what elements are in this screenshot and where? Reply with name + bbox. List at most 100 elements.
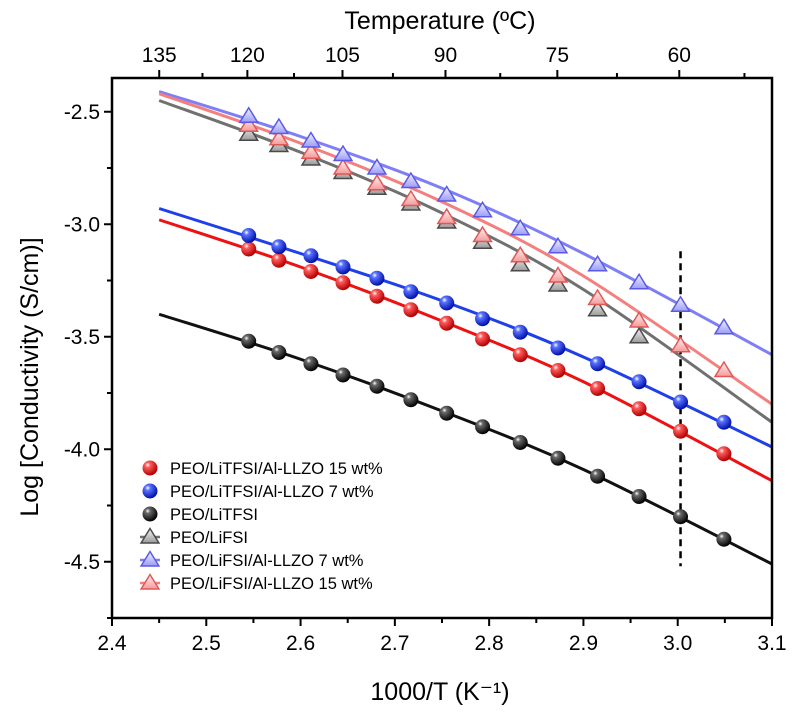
data-point — [587, 288, 608, 306]
data-point — [335, 275, 351, 291]
data-point — [475, 311, 491, 327]
top-tick-label: 120 — [230, 44, 265, 67]
data-point — [550, 363, 566, 378]
data-point — [713, 360, 735, 378]
data-point — [268, 128, 290, 146]
legend-marker — [139, 550, 161, 567]
x-tick-label: 2.8 — [475, 632, 504, 655]
data-point — [300, 142, 322, 159]
top-tick-label: 90 — [434, 44, 457, 67]
y-tick-label: -4.0 — [64, 438, 100, 461]
data-point — [590, 356, 606, 372]
left-y-axis: -2.5 -3.0 -3.5 -4.0 -4.5 — [64, 101, 112, 619]
data-point — [300, 131, 322, 148]
top-temperature-axis: 13512010590756045 — [142, 44, 746, 78]
legend-marker — [139, 527, 161, 544]
x-tick-label: 3.0 — [663, 632, 692, 655]
data-point — [400, 189, 422, 207]
data-point — [271, 345, 287, 360]
data-point — [670, 295, 691, 312]
data-point — [628, 272, 650, 290]
data-point — [550, 340, 566, 356]
data-point — [439, 405, 455, 421]
data-point — [509, 245, 531, 263]
data-point — [590, 468, 606, 484]
data-point — [587, 299, 608, 317]
data-point — [472, 225, 493, 243]
data-point — [631, 489, 647, 504]
data-point — [475, 331, 491, 347]
legend-marker — [142, 506, 158, 522]
data-point — [238, 106, 259, 123]
top-tick-label: 135 — [142, 44, 177, 67]
legend-label: PEO/LiTFSI — [170, 506, 258, 524]
data-point — [512, 435, 528, 450]
data-point — [631, 401, 647, 417]
data-point — [439, 295, 455, 311]
top-axis-title: Temperature (ºC) — [344, 7, 535, 35]
data-point — [550, 450, 566, 466]
data-point — [628, 326, 650, 344]
legend-marker — [139, 573, 161, 590]
data-point — [271, 239, 287, 255]
data-point — [673, 394, 689, 410]
data-point — [303, 248, 319, 264]
data-point — [673, 423, 689, 439]
data-point — [271, 252, 287, 268]
legend-label: PEO/LiTFSI/Al-LLZO 7 wt% — [170, 483, 374, 501]
top-tick-label: 60 — [668, 44, 691, 67]
top-tick-label: 75 — [546, 44, 569, 67]
data-point — [631, 374, 647, 390]
y-tick-label: -4.5 — [64, 551, 100, 574]
y-tick-label: -2.5 — [64, 101, 100, 124]
y-tick-label: -3.0 — [64, 213, 100, 236]
data-point — [335, 367, 351, 383]
data-point — [716, 531, 732, 547]
legend-label: PEO/LiFSI — [170, 529, 248, 547]
data-point — [303, 264, 319, 279]
data-point — [303, 356, 319, 372]
data-point — [673, 509, 689, 525]
data-point — [268, 117, 290, 135]
y-tick-label: -3.5 — [64, 326, 100, 349]
bottom-x-axis: 2.4 2.5 2.6 2.7 2.8 2.9 3.0 3.1 — [97, 618, 787, 655]
legend-marker — [142, 460, 158, 476]
x-tick-label: 3.1 — [757, 632, 786, 655]
fit-line — [158, 92, 773, 406]
data-point — [439, 315, 455, 331]
data-markers — [238, 106, 735, 547]
data-point — [403, 284, 419, 300]
data-point — [716, 446, 732, 462]
legend: PEO/LiTFSI/Al-LLZO 15 wt% PEO/LiTFSI/Al-L… — [139, 460, 383, 593]
data-point — [512, 324, 528, 340]
data-point — [436, 207, 457, 225]
x-tick-label: 2.4 — [97, 632, 127, 655]
data-point — [369, 378, 385, 394]
data-point — [241, 241, 257, 257]
x-axis-title: 1000/T (K⁻¹) — [370, 678, 509, 706]
data-point — [403, 392, 419, 408]
legend-marker — [142, 483, 158, 499]
data-point — [369, 270, 385, 286]
data-point — [512, 347, 528, 363]
data-point — [716, 414, 732, 430]
legend-label: PEO/LiFSI/Al-LLZO 7 wt% — [170, 552, 364, 570]
data-point — [590, 381, 606, 396]
data-point — [587, 254, 608, 272]
data-point — [509, 254, 531, 272]
data-point — [335, 259, 351, 275]
data-point — [332, 144, 354, 162]
data-point — [332, 158, 354, 175]
data-point — [241, 333, 257, 349]
x-tick-label: 2.7 — [380, 632, 409, 655]
data-point — [628, 311, 650, 328]
data-point — [369, 288, 385, 304]
data-point — [547, 266, 569, 283]
data-point — [713, 317, 735, 335]
legend-label: PEO/LiFSI/Al-LLZO 15 wt% — [170, 575, 373, 593]
data-point — [403, 302, 419, 318]
data-point — [436, 185, 457, 202]
x-tick-label: 2.6 — [286, 632, 315, 655]
data-point — [238, 124, 259, 141]
